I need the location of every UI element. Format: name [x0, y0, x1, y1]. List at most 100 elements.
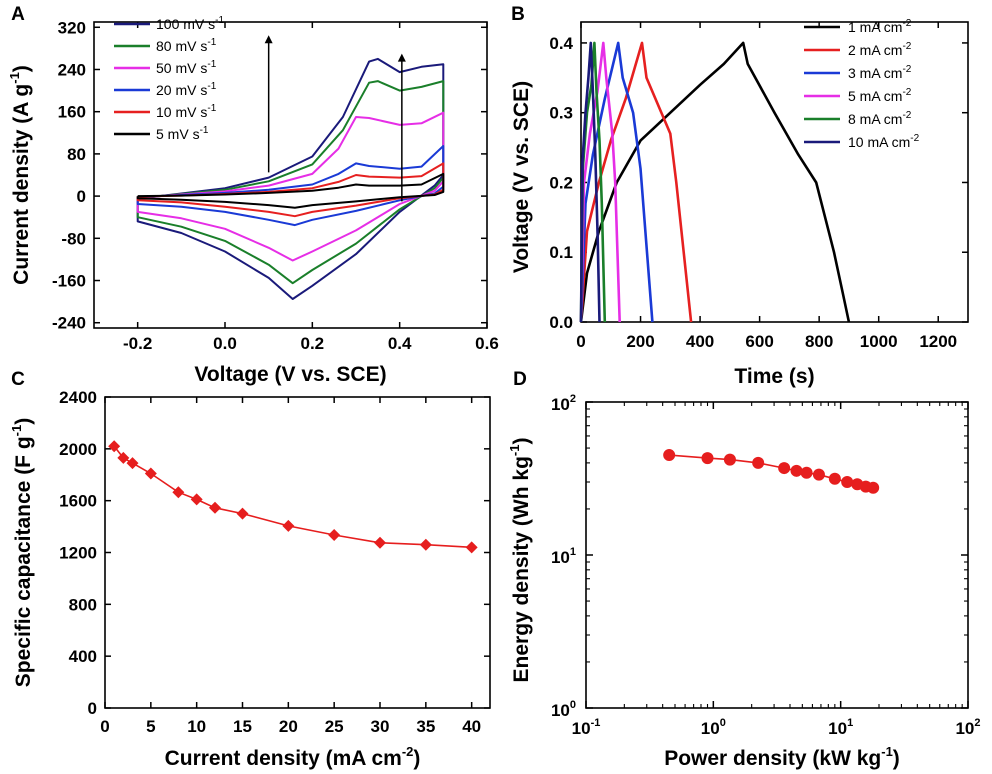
- gcd-curve: [579, 41, 851, 323]
- legend-text: 50 mV s: [156, 60, 207, 76]
- legend-text: 10 mV s: [156, 104, 207, 120]
- legend-label: 1 mA cm-2: [848, 18, 912, 35]
- legend-text: 10 mA cm: [848, 134, 910, 150]
- y-axis-label-end: ): [510, 438, 533, 445]
- data-point: [663, 449, 676, 462]
- x-tick-label: 100: [701, 717, 726, 738]
- legend-text: 3 mA cm: [848, 65, 902, 81]
- y-tick-label: 240: [58, 60, 86, 79]
- legend-text: 5 mV s: [156, 126, 200, 142]
- panel-letter-c: C: [11, 369, 25, 390]
- cv-curve: [136, 162, 445, 218]
- legend-label: 20 mV s-1: [156, 81, 217, 98]
- x-tick-label: 400: [686, 332, 714, 351]
- y-tick-label: 100: [551, 699, 576, 720]
- y-axis-label-main: Specific capacitance (F g: [12, 436, 35, 687]
- y-tick-label: -80: [61, 229, 86, 248]
- x-tick-label: 0.6: [475, 334, 499, 353]
- y-tick-label: 320: [58, 18, 86, 37]
- data-point: [465, 541, 478, 554]
- x-axis-label: Time (s): [734, 365, 814, 388]
- x-tick-label: 1000: [860, 332, 898, 351]
- legend-label: 3 mA cm-2: [848, 64, 912, 81]
- tick-base: 10: [955, 719, 974, 738]
- y-tick-label: 160: [58, 103, 86, 122]
- x-tick-label: 25: [325, 717, 344, 736]
- legend-label: 5 mV s-1: [156, 125, 209, 142]
- tick-base: 10: [828, 719, 847, 738]
- legend-sup: -2: [902, 87, 911, 98]
- x-axis-label-end: ): [893, 747, 900, 770]
- x-tick-label: 5: [146, 717, 155, 736]
- legend-label: 80 mV s-1: [156, 37, 217, 54]
- y-tick-label: 102: [551, 393, 576, 414]
- data-point: [236, 507, 249, 520]
- x-tick-label: 800: [805, 332, 833, 351]
- x-axis-label-sup: -1: [881, 744, 893, 759]
- x-tick-label: 20: [279, 717, 298, 736]
- x-tick-label: 10: [187, 717, 206, 736]
- legend-text: 80 mV s: [156, 38, 207, 54]
- x-tick-label: 0: [100, 717, 109, 736]
- legend-text: 5 mA cm: [848, 88, 902, 104]
- data-point: [190, 493, 203, 506]
- x-tick-label: 600: [745, 332, 773, 351]
- legend-label: 2 mA cm-2: [848, 41, 912, 58]
- x-axis-label-main: Power density (kW kg: [664, 747, 881, 770]
- y-tick-label: 0.2: [549, 173, 573, 192]
- legend-label: 50 mV s-1: [156, 59, 217, 76]
- x-tick-label: 10-1: [572, 717, 601, 738]
- legend-sup: -1: [207, 59, 216, 70]
- data-point: [144, 467, 157, 480]
- data-point: [841, 476, 854, 489]
- y-tick-label: 0.0: [549, 313, 573, 332]
- x-axis-label-end: ): [413, 747, 420, 770]
- y-tick-label: 0.1: [549, 243, 573, 262]
- x-tick-label: 200: [626, 332, 654, 351]
- tick-exp: -1: [591, 717, 601, 729]
- y-axis-label-main: Energy density (Wh kg: [510, 456, 533, 682]
- tick-exp: 1: [570, 546, 576, 558]
- x-tick-label: 0.2: [301, 334, 325, 353]
- legend-label: 8 mA cm-2: [848, 110, 912, 127]
- data-point: [752, 456, 765, 469]
- capacitance-line: [113, 445, 472, 549]
- x-tick-label: 1200: [919, 332, 957, 351]
- y-tick-label: 0.4: [549, 34, 573, 53]
- legend-text: 1 mA cm: [848, 19, 902, 35]
- legend-sup: -1: [200, 125, 209, 136]
- panel-a: -0.2 0.0 0.2 0.4 0.6 -240 -160 -80 0 80 160 240 320 V…: [7, 4, 499, 386]
- plot-frame: [104, 396, 491, 709]
- plot-frame: [580, 21, 969, 323]
- y-axis-label-end: ): [10, 65, 33, 72]
- legend-text: 2 mA cm: [848, 42, 902, 58]
- y-tick-label: 2400: [59, 388, 97, 407]
- y-tick-label: 400: [69, 647, 97, 666]
- tick-exp: 2: [974, 717, 980, 729]
- y-axis-label-main: Current density (A g: [10, 84, 33, 285]
- x-tick-label: 0.4: [388, 334, 412, 353]
- y-tick-label: 2000: [59, 440, 97, 459]
- data-point: [812, 468, 825, 481]
- legend-text: 100 mV s: [156, 16, 215, 32]
- data-point: [828, 472, 841, 485]
- y-axis-label-sup: -1: [9, 425, 24, 437]
- data-point: [328, 529, 341, 542]
- data-point: [172, 486, 185, 499]
- x-tick-label: 30: [371, 717, 390, 736]
- legend-sup: -1: [207, 37, 216, 48]
- y-axis-label: Voltage (V vs. SCE): [510, 81, 533, 273]
- gcd-curve: [579, 41, 654, 323]
- data-point: [778, 462, 791, 475]
- y-axis-label: Current density (A g-1): [7, 65, 33, 285]
- legend-sup: -2: [910, 133, 919, 144]
- y-tick-label: 0.3: [549, 104, 573, 123]
- y-axis-label-end: ): [12, 418, 35, 425]
- data-point: [108, 440, 121, 453]
- data-point: [209, 501, 221, 514]
- data-point: [790, 464, 803, 477]
- x-tick-label: 0: [576, 332, 585, 351]
- cv-curve: [136, 172, 445, 209]
- data-point: [701, 452, 714, 465]
